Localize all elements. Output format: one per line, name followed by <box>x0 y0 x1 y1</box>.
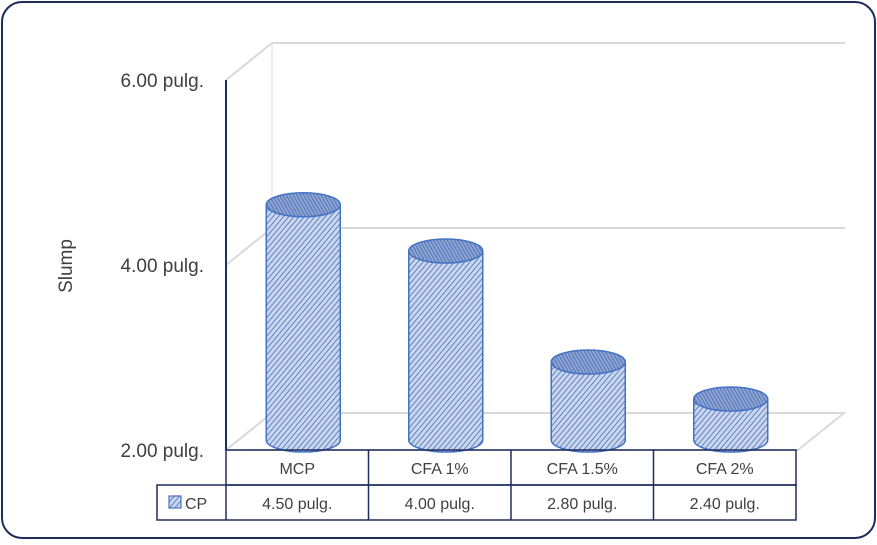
legend-series-name: CP <box>185 496 207 513</box>
bar-body <box>408 250 484 453</box>
bar-body <box>265 204 341 453</box>
y-tick-label: 4.00 pulg. <box>121 256 204 277</box>
bar-mcp <box>265 192 341 453</box>
category-label: CFA 2% <box>696 461 754 478</box>
category-label: CFA 1% <box>411 461 469 478</box>
bar-top <box>550 349 626 375</box>
bar-top <box>408 238 484 264</box>
bar-cfa-1- <box>408 238 484 453</box>
data-label: 2.40 pulg. <box>690 496 760 513</box>
bar-body <box>550 361 626 453</box>
data-label: 4.50 pulg. <box>262 496 332 513</box>
category-label: MCP <box>279 461 315 478</box>
y-axis-title: Slump <box>56 239 77 293</box>
y-tick-label: 6.00 pulg. <box>121 71 204 92</box>
table-value-row <box>156 484 797 521</box>
value-axis: 2.00 pulg. 4.00 pulg. 6.00 pulg. <box>121 71 227 462</box>
bar-top <box>693 386 769 412</box>
bar-cfa-2- <box>693 386 769 453</box>
y-tick-label: 2.00 pulg. <box>121 441 204 462</box>
bars <box>265 192 769 453</box>
data-label: 2.80 pulg. <box>547 496 617 513</box>
data-table: MCP CFA 1% CFA 1.5% CFA 2% 4.50 pulg. 4.00 pu… <box>156 449 797 521</box>
gridline-wall-edge <box>225 227 273 266</box>
data-label: 4.00 pulg. <box>405 496 475 513</box>
bar-top <box>265 192 341 218</box>
category-label: CFA 1.5% <box>547 461 618 478</box>
legend-swatch <box>168 495 182 509</box>
gridline-wall-edge <box>225 42 273 81</box>
bar-cfa-1-5- <box>550 349 626 453</box>
bar-body <box>693 398 769 453</box>
